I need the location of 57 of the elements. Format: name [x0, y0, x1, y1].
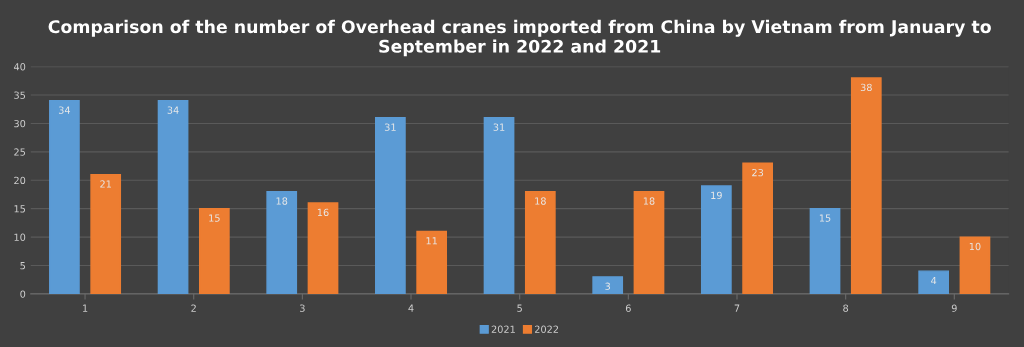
bar [90, 173, 122, 294]
data-label: 31 [493, 123, 505, 131]
y-tick-label: 10 [14, 233, 26, 241]
bar [700, 185, 732, 294]
bar [198, 207, 230, 294]
data-label: 18 [535, 197, 546, 205]
data-label: 34 [58, 106, 71, 114]
data-label: 15 [209, 214, 220, 222]
data-label: 31 [384, 123, 396, 131]
bar [375, 117, 406, 294]
data-label: 4 [931, 277, 937, 285]
bar [266, 190, 298, 294]
bar [49, 100, 80, 294]
y-tick-label: 20 [14, 176, 26, 185]
x-tick-label: 9 [951, 304, 957, 312]
bar [157, 100, 189, 294]
x-tick-label: 1 [83, 304, 88, 312]
y-tick-label: 0 [20, 290, 26, 298]
y-tick-label: 5 [20, 262, 26, 270]
data-label: 3 [605, 282, 611, 290]
data-label: 19 [711, 191, 722, 200]
data-label: 11 [426, 237, 437, 245]
data-label: 18 [276, 197, 288, 205]
y-tick-label: 15 [14, 205, 26, 213]
bar [633, 190, 665, 294]
chart-title: Comparison of the number of Overhead cranes imported from China by Vietnam from January to September in 2022 and 2021 [48, 19, 991, 57]
bar [850, 77, 882, 294]
bar [416, 230, 448, 294]
data-label: 10 [969, 242, 981, 251]
x-tick-label: 4 [408, 304, 414, 312]
data-label: 23 [752, 168, 764, 177]
data-label: 34 [167, 106, 179, 114]
legend-label: 2022 [534, 325, 559, 333]
data-label: 15 [819, 214, 831, 222]
y-tick-label: 40 [13, 63, 26, 71]
data-label: 16 [317, 208, 329, 217]
x-tick-label: 2 [191, 304, 196, 312]
y-tick-label: 35 [14, 91, 26, 99]
bar [307, 202, 339, 294]
bar [809, 207, 841, 294]
data-label: 21 [100, 180, 111, 188]
data-label: 18 [643, 197, 655, 205]
bar [483, 117, 515, 294]
bar [524, 190, 556, 294]
x-tick-label: 3 [300, 304, 305, 312]
x-tick-label: 7 [734, 304, 740, 312]
y-tick-label: 30 [14, 119, 26, 128]
bar [959, 236, 991, 294]
x-tick-label: 8 [843, 304, 849, 312]
bar [918, 270, 950, 294]
legend-label: 2021 [491, 325, 515, 333]
x-tick-label: 6 [625, 304, 631, 312]
x-tick-label: 5 [517, 304, 522, 312]
y-tick-label: 25 [14, 148, 26, 156]
data-label: 38 [860, 83, 872, 92]
bar [742, 162, 774, 294]
bar [592, 276, 624, 294]
